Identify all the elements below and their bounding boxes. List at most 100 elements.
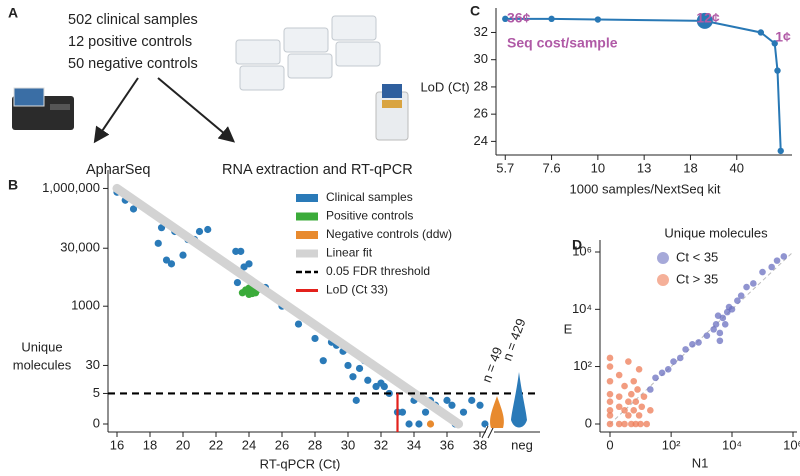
point [481,420,489,428]
point [443,396,451,404]
point [615,371,623,379]
point [167,260,176,268]
y-tick-label: 30 [474,51,488,66]
point [725,303,733,311]
legend-swatch [657,252,669,264]
y-tick-label: 0 [585,415,592,430]
legend-label: Ct < 35 [676,249,718,264]
point [319,357,327,365]
point [606,412,614,419]
point [615,420,623,428]
point [476,401,484,409]
annotation: Seq cost/sample [507,35,618,51]
point [606,398,614,405]
point [670,358,677,365]
panel-label: C [470,3,480,19]
point [468,396,476,404]
legend-swatch [657,274,669,286]
point [243,286,251,295]
y-axis-label: LoD (Ct) [420,79,469,94]
point [664,365,672,373]
point [344,361,352,370]
x-tick-label: 18 [683,160,697,175]
point [625,412,632,419]
x-tick-label: 40 [730,160,744,175]
x-axis-label: 1000 samples/NextSeq kit [569,181,720,196]
arrow [157,77,236,143]
legend-label: Ct > 35 [676,271,718,286]
point [771,40,778,47]
point [421,408,430,416]
y-tick-label: 5 [93,385,100,400]
point [606,420,614,428]
point [625,398,632,405]
point [696,12,713,29]
y-tick-label: 30,000 [60,240,100,255]
point [380,382,388,391]
point [349,373,357,381]
x-tick-label: 10⁴ [722,437,742,452]
point [634,386,641,393]
point [606,390,614,398]
x-tick-label: 7.6 [543,160,561,175]
y-tick-label: 0 [93,415,100,430]
x-tick-label: 10 [591,160,605,175]
x-tick-label: 28 [308,437,322,452]
point [621,420,628,428]
point [311,334,319,343]
y-tick-label: 24 [474,133,488,148]
point [632,420,640,428]
x-tick-label: 16 [110,437,124,452]
point [237,247,245,255]
x-axis-label: N1 [692,455,709,470]
x-tick-label: neg [511,437,533,452]
x-tick-label: 22 [209,437,223,452]
point [195,227,204,236]
point [658,369,666,377]
point [606,354,614,362]
point [621,407,628,414]
x-tick-label: 34 [407,437,421,452]
x-tick-label: 26 [275,437,289,452]
point [606,377,614,385]
x-tick-label: 32 [374,437,388,452]
legend-label: 0.05 FDR threshold [326,264,430,278]
point [245,260,253,268]
point [355,364,364,373]
point [774,67,781,74]
point [606,363,614,370]
point [777,147,784,155]
y-tick-label: 10² [573,358,592,373]
point [157,224,166,232]
y-tick-label: 10⁶ [572,243,592,258]
point [682,346,689,353]
x-axis-label: RT-qPCR (Ct) [260,456,341,471]
y-tick-label: 30 [86,357,100,372]
point [615,403,623,411]
point [635,365,643,373]
y-tick-label: 1,000,000 [42,180,100,195]
point [548,15,555,23]
point [459,408,468,416]
x-tick-label: 36 [440,437,454,452]
point [398,408,407,416]
point [721,321,729,328]
point [606,407,614,414]
point [179,251,187,259]
point [625,358,632,365]
legend-label: Clinical samples [326,190,413,204]
point [712,321,720,328]
point [689,341,696,348]
sample-line: 12 positive controls [68,34,192,50]
annotation: 1¢ [775,29,791,45]
panel-label: A [8,5,18,21]
point [780,253,788,260]
point [364,376,372,384]
point [640,393,648,400]
fit-line [112,183,464,429]
line [505,17,782,151]
legend-label: LoD (Ct 33) [326,283,388,297]
violin-annotation: n = 429 [499,317,528,363]
point [621,382,628,390]
